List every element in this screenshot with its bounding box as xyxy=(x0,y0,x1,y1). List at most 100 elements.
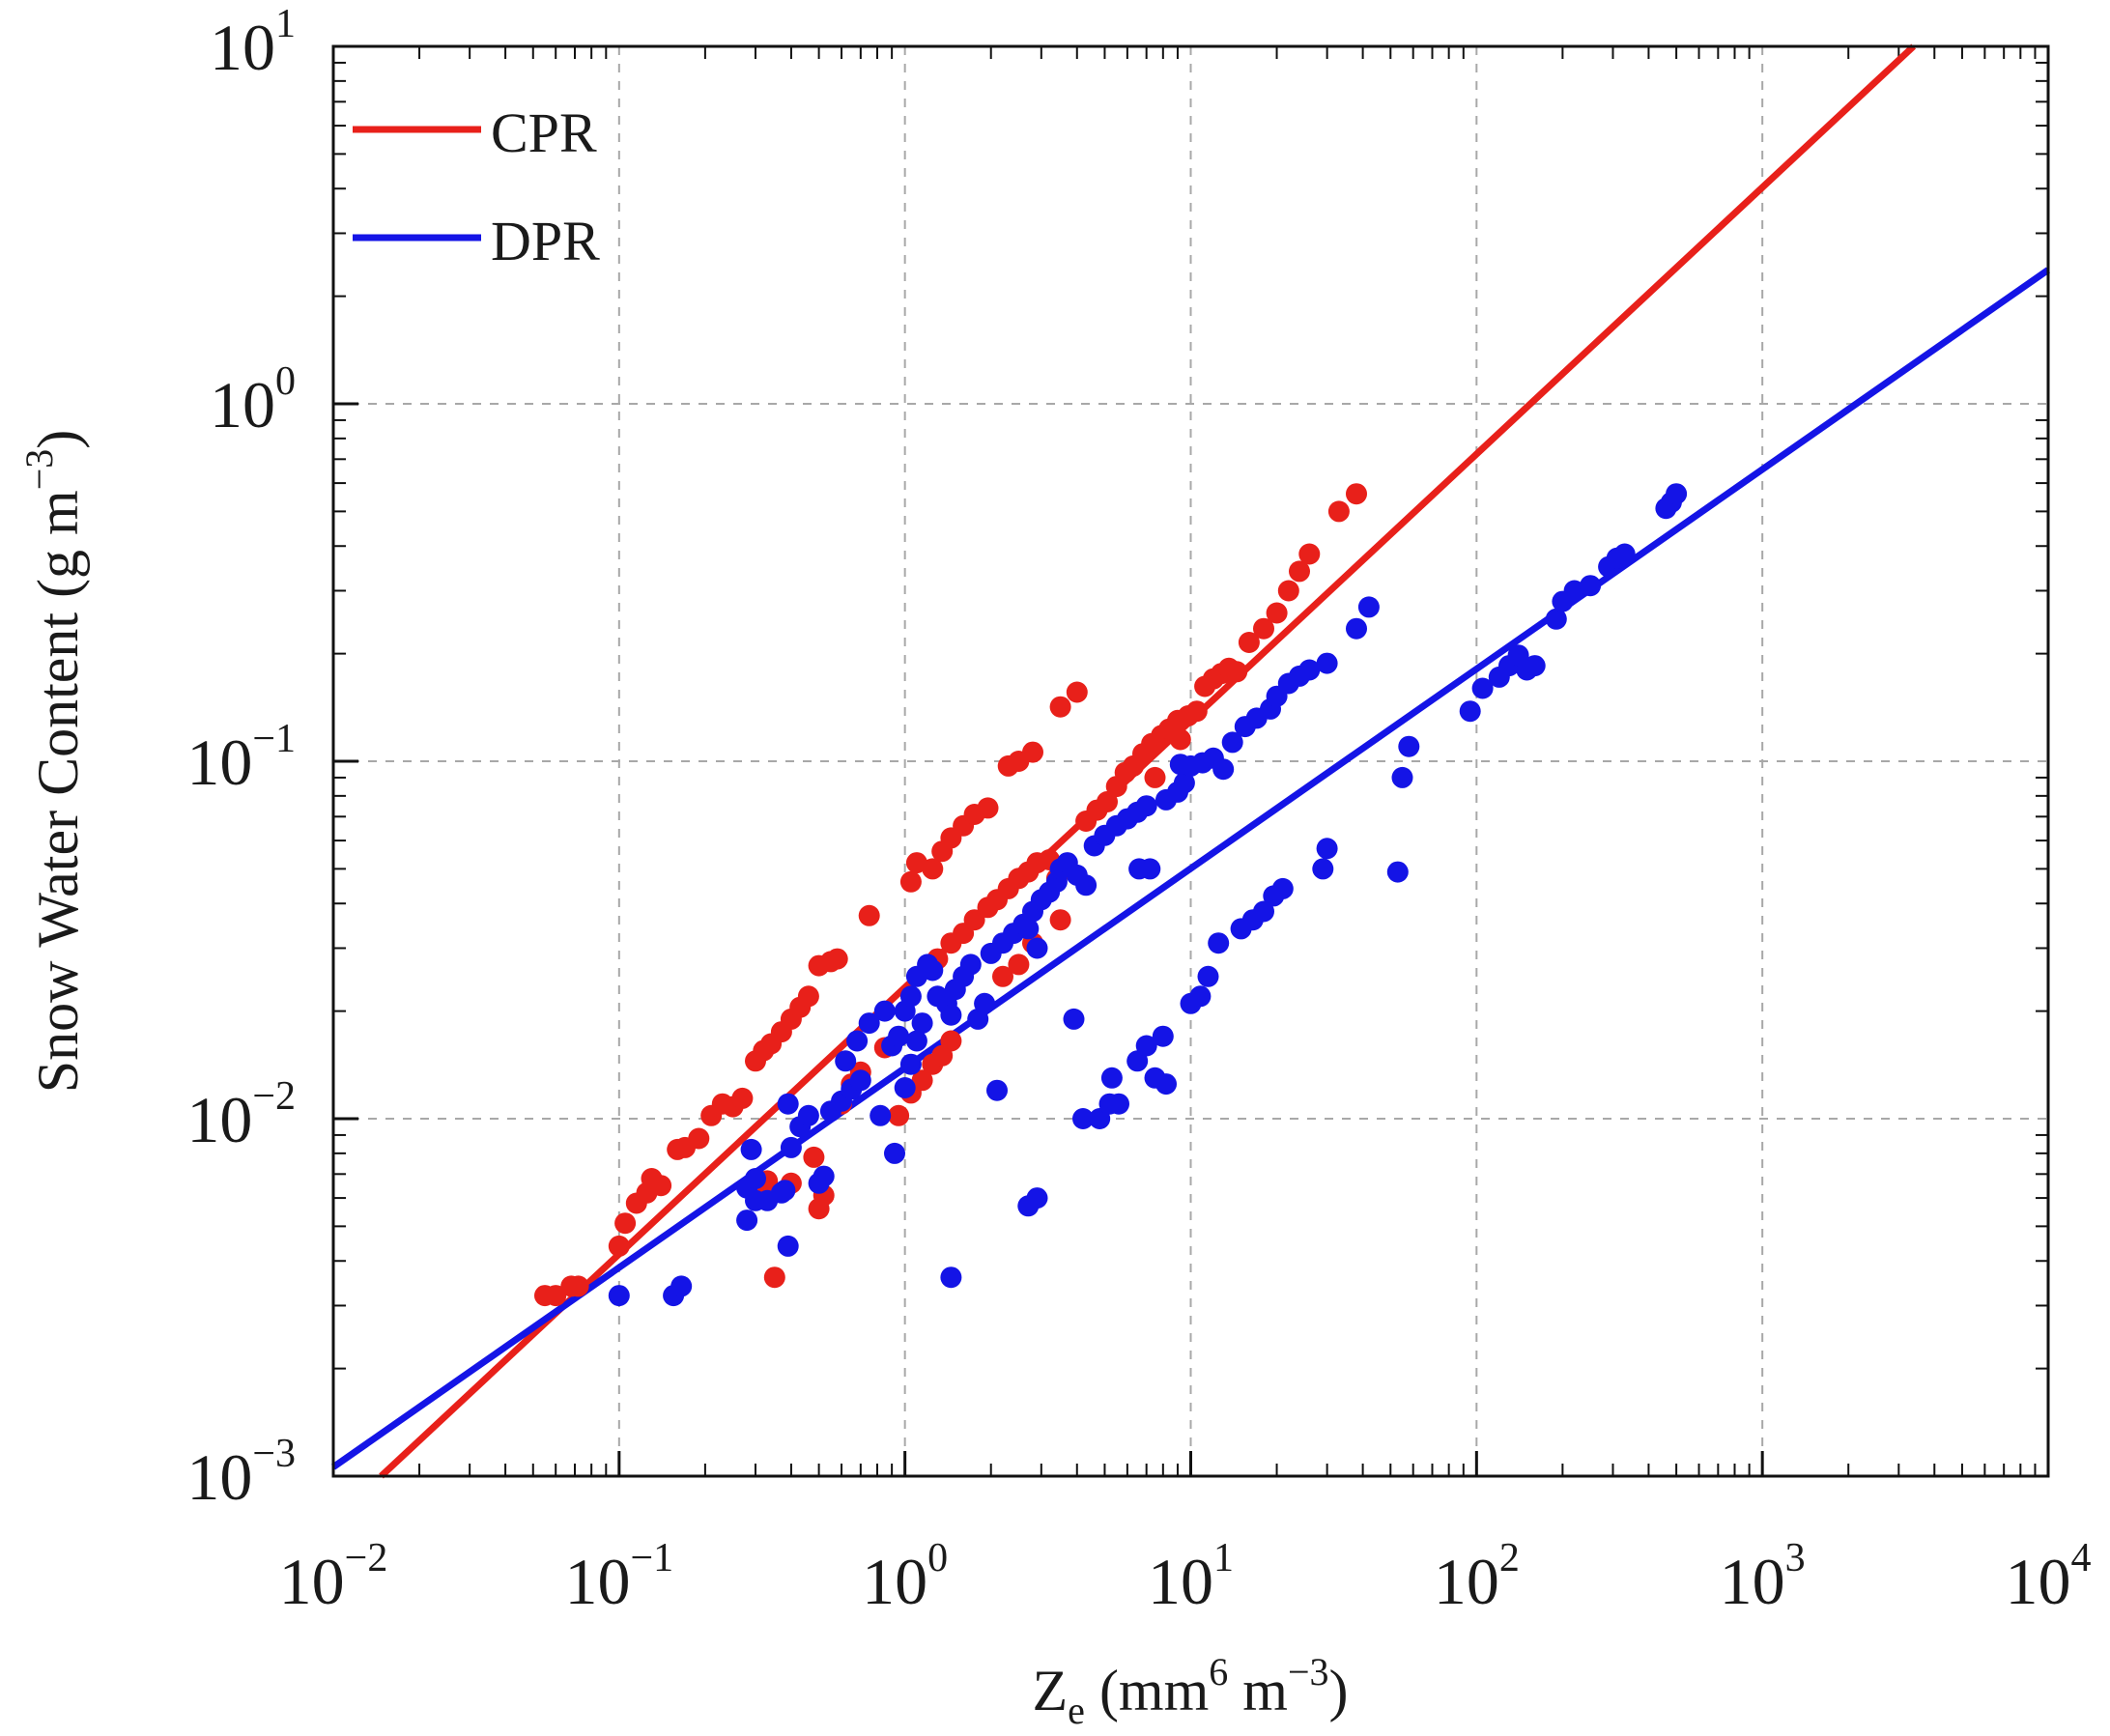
point-dpr xyxy=(905,1030,927,1052)
point-dpr xyxy=(1135,1035,1157,1057)
point-dpr xyxy=(1459,700,1481,723)
point-dpr xyxy=(608,1285,630,1307)
point-cpr xyxy=(650,1175,672,1197)
point-dpr xyxy=(1271,877,1294,899)
point-dpr xyxy=(922,959,944,982)
point-cpr xyxy=(977,797,999,819)
x-tick-label: 10−1 xyxy=(564,1536,673,1618)
point-cpr xyxy=(1049,696,1071,718)
point-dpr xyxy=(894,1077,916,1098)
minor-ticks xyxy=(333,46,2048,1476)
point-dpr xyxy=(1357,596,1380,618)
point-dpr xyxy=(797,1104,819,1126)
point-dpr xyxy=(974,992,996,1014)
point-dpr xyxy=(1316,838,1338,860)
point-dpr xyxy=(1563,580,1585,602)
point-dpr xyxy=(1100,1067,1123,1089)
major-ticks xyxy=(331,44,2050,1478)
x-tick-label: 10−2 xyxy=(279,1536,388,1618)
point-dpr xyxy=(1173,772,1195,794)
point-cpr xyxy=(922,858,944,880)
point-cpr xyxy=(797,985,819,1008)
point-dpr xyxy=(1208,932,1230,954)
point-dpr xyxy=(1298,659,1321,681)
point-dpr xyxy=(940,1266,962,1289)
point-dpr xyxy=(1135,795,1157,817)
point-cpr xyxy=(567,1275,589,1297)
point-dpr xyxy=(986,1079,1008,1101)
point-dpr xyxy=(846,1030,869,1052)
data-points xyxy=(534,483,1688,1307)
legend: CPR DPR xyxy=(353,101,600,272)
y-tick-label: 101 xyxy=(210,2,296,84)
point-cpr xyxy=(1049,909,1071,931)
point-dpr xyxy=(1666,483,1688,505)
point-dpr xyxy=(1398,735,1420,757)
point-cpr xyxy=(1238,632,1260,653)
point-dpr xyxy=(1212,758,1235,781)
point-dpr xyxy=(858,1012,880,1035)
point-dpr xyxy=(774,1180,796,1202)
point-dpr xyxy=(1108,1093,1129,1115)
point-cpr xyxy=(1298,543,1321,565)
point-dpr xyxy=(888,1025,910,1047)
point-dpr xyxy=(1189,985,1212,1008)
y-tick-label: 10−2 xyxy=(186,1074,296,1156)
point-cpr xyxy=(1008,953,1030,976)
point-dpr xyxy=(884,1142,905,1164)
x-tick-label: 100 xyxy=(862,1536,948,1618)
point-cpr xyxy=(1169,728,1191,751)
y-axis-title: Snow Water Content (g m−3) xyxy=(17,430,90,1094)
point-dpr xyxy=(959,953,982,976)
point-dpr xyxy=(780,1136,802,1158)
point-cpr xyxy=(1066,681,1088,703)
point-dpr xyxy=(1075,874,1098,896)
point-dpr xyxy=(1072,1108,1094,1129)
point-cpr xyxy=(888,1104,910,1126)
point-dpr xyxy=(1017,918,1040,940)
point-cpr xyxy=(1277,580,1299,602)
point-dpr xyxy=(873,1000,896,1022)
point-dpr xyxy=(899,985,922,1008)
point-dpr xyxy=(1253,900,1274,923)
point-dpr xyxy=(777,1235,799,1257)
point-cpr xyxy=(1327,500,1350,523)
point-dpr xyxy=(870,1104,892,1126)
point-dpr xyxy=(1391,766,1413,788)
point-dpr xyxy=(1386,861,1409,883)
point-cpr xyxy=(992,965,1013,987)
point-dpr xyxy=(1613,543,1636,565)
x-tick-label: 104 xyxy=(2006,1536,2092,1618)
point-cpr xyxy=(1022,741,1043,763)
point-dpr xyxy=(736,1210,758,1232)
point-dpr xyxy=(940,1004,962,1026)
point-cpr xyxy=(963,909,985,931)
point-dpr xyxy=(1524,655,1546,677)
point-cpr xyxy=(1226,661,1248,683)
point-cpr xyxy=(1266,602,1288,624)
point-dpr xyxy=(1346,617,1367,640)
x-tick-label: 101 xyxy=(1148,1536,1234,1618)
point-cpr xyxy=(899,870,922,893)
point-dpr xyxy=(911,1012,933,1035)
tick-labels: 10−2 10−1 100 101 102 103 104 10−3 10−2 10−1 100 10… xyxy=(186,2,2091,1618)
point-cpr xyxy=(688,1127,710,1150)
point-dpr xyxy=(740,1138,762,1160)
x-tick-label: 102 xyxy=(1434,1536,1520,1618)
point-cpr xyxy=(911,1069,933,1092)
x-tick-label: 103 xyxy=(1720,1536,1806,1618)
point-cpr xyxy=(858,904,880,926)
point-dpr xyxy=(1026,937,1048,959)
point-cpr xyxy=(1346,483,1367,505)
point-cpr xyxy=(731,1087,754,1109)
point-dpr xyxy=(835,1050,857,1072)
point-cpr xyxy=(1144,766,1166,788)
point-dpr xyxy=(1126,1050,1149,1072)
point-cpr xyxy=(1289,560,1310,583)
point-cpr xyxy=(1185,700,1208,723)
legend-label-dpr: DPR xyxy=(491,210,600,272)
point-cpr xyxy=(614,1212,637,1235)
point-dpr xyxy=(899,1053,922,1075)
point-cpr xyxy=(1253,617,1274,640)
point-cpr xyxy=(608,1235,630,1257)
